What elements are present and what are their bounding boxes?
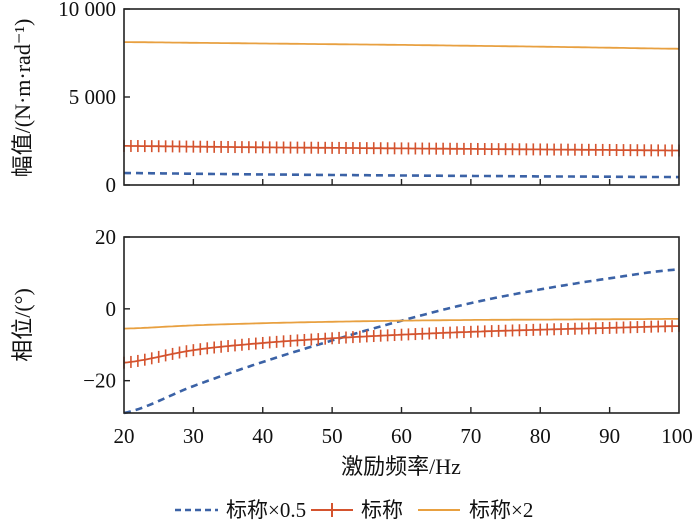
amplitude-series-line-half (123, 171, 679, 179)
x-tick-label: 100 (661, 424, 693, 448)
phase-y-axis-title: 相位/(°) (10, 288, 35, 362)
x-tick-label: 30 (183, 424, 204, 448)
x-tick-label: 40 (252, 424, 273, 448)
legend-item-nominal: 标称 (311, 498, 403, 522)
amplitude-y-axis-title: 幅值/(N·m·rad⁻¹) (10, 19, 35, 178)
amplitude-x-ticks (192, 179, 611, 185)
legend-label-double: 标称×2 (469, 498, 533, 522)
phase-series-line-half (123, 268, 680, 415)
phase-panel: 相位/(°) −20 0 20 20 30 40 50 60 70 80 90 100 激励频率/H… (10, 225, 693, 479)
legend-label-half: 标称×0.5 (226, 498, 306, 522)
x-tick-label: 70 (460, 424, 481, 448)
legend-item-double: 标称×2 (418, 498, 533, 522)
amplitude-y-tick-label: 0 (106, 173, 117, 197)
x-tick-label: 20 (114, 424, 135, 448)
phase-y-tick-label: 0 (106, 297, 117, 321)
x-tick-label: 80 (530, 424, 551, 448)
phase-y-tick-label: 20 (95, 225, 116, 249)
amplitude-series-line-double (124, 41, 680, 50)
amplitude-series-group (123, 41, 680, 179)
phase-y-ticks: −20 0 20 (83, 225, 130, 393)
phase-x-ticks: 20 30 40 50 60 70 80 90 100 (114, 407, 693, 448)
amplitude-y-ticks: 0 5 000 10 000 (58, 0, 130, 197)
legend: 标称×0.5 标称 标称×2 (175, 498, 533, 522)
x-tick-label: 90 (599, 424, 620, 448)
phase-series-line-double (123, 318, 679, 330)
amplitude-y-tick-label: 5 000 (69, 85, 116, 109)
x-tick-label: 50 (322, 424, 343, 448)
legend-item-half: 标称×0.5 (175, 498, 306, 522)
x-axis-title: 激励频率/Hz (341, 454, 461, 479)
phase-y-tick-label: −20 (83, 369, 116, 393)
amplitude-panel: 幅值/(N·m·rad⁻¹) 0 5 000 10 000 (10, 0, 680, 197)
phase-series-group (123, 268, 680, 415)
amplitude-y-tick-label: 10 000 (58, 0, 116, 21)
legend-label-nominal: 标称 (361, 498, 403, 522)
amplitude-plot-frame (123, 8, 680, 186)
x-tick-label: 60 (391, 424, 412, 448)
